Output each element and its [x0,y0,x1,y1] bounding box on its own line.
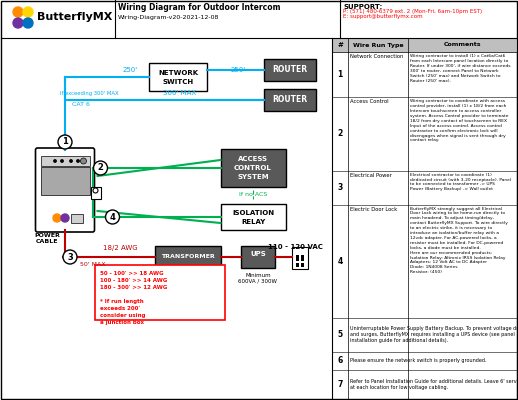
Circle shape [80,158,87,164]
Text: ROUTER: ROUTER [272,96,308,104]
Bar [292,247,308,269]
Text: Refer to Panel Installation Guide for additional details. Leave 6' service loop
: Refer to Panel Installation Guide for ad… [350,379,518,390]
Text: 50 - 100' >> 18 AWG: 50 - 100' >> 18 AWG [100,271,164,276]
Text: NETWORK: NETWORK [158,70,198,76]
Text: ACCESS: ACCESS [238,156,268,162]
Text: Uninterruptable Power Supply Battery Backup. To prevent voltage drops
and surges: Uninterruptable Power Supply Battery Bac… [350,326,518,343]
Text: SYSTEM: SYSTEM [237,174,269,180]
Text: Please ensure the network switch is properly grounded.: Please ensure the network switch is prop… [350,358,486,363]
Bar [95,265,225,320]
Text: 3: 3 [67,252,73,262]
Bar [221,204,285,230]
FancyBboxPatch shape [36,148,94,232]
Text: CAT 6: CAT 6 [72,102,90,108]
Text: consider using: consider using [100,313,146,318]
Text: 4: 4 [110,212,116,222]
Text: If exceeding 300' MAX: If exceeding 300' MAX [60,90,119,96]
Bar [221,149,285,187]
Text: 7: 7 [337,380,343,389]
Text: E: support@butterflymx.com: E: support@butterflymx.com [343,14,423,19]
Circle shape [23,7,33,17]
Circle shape [53,214,61,222]
Bar [264,59,316,81]
Circle shape [94,161,108,175]
Text: Minimum
600VA / 300W: Minimum 600VA / 300W [238,273,278,284]
Text: If no ACS: If no ACS [239,192,267,196]
Text: 4: 4 [337,257,342,266]
Text: * If run length: * If run length [100,299,143,304]
Circle shape [58,135,72,149]
Text: #: # [337,42,343,48]
Text: a junction box: a junction box [100,320,144,325]
Text: 2: 2 [337,130,342,138]
Text: 50' MAX: 50' MAX [80,262,106,268]
Text: 110 - 120 VAC: 110 - 120 VAC [268,244,322,250]
Text: 250': 250' [231,67,246,73]
Bar [264,89,316,111]
Circle shape [13,18,23,28]
Text: 5: 5 [337,330,342,339]
Text: 6: 6 [337,356,342,365]
Circle shape [61,214,69,222]
Text: ButterflyMX: ButterflyMX [37,12,112,22]
Text: RELAY: RELAY [241,219,265,225]
Text: UPS: UPS [250,251,266,257]
Circle shape [93,188,98,193]
Text: 250': 250' [122,67,138,73]
Circle shape [77,160,79,162]
Bar [40,156,90,166]
Text: Wiring Diagram for Outdoor Intercom: Wiring Diagram for Outdoor Intercom [118,2,281,12]
Bar [155,246,221,268]
Text: exceeds 200': exceeds 200' [100,306,140,311]
Text: CONTROL: CONTROL [234,165,272,171]
Text: Access Control: Access Control [350,99,388,104]
Text: ButterflyMX strongly suggest all Electrical
Door Lock wiring to be home-run dire: ButterflyMX strongly suggest all Electri… [410,206,508,274]
Bar [149,63,207,91]
Text: Electrical Power: Electrical Power [350,173,392,178]
Text: Electrical contractor to coordinate (1)
dedicated circuit (with 3-20 receptacle): Electrical contractor to coordinate (1) … [410,173,511,191]
Circle shape [13,7,23,17]
Bar [91,186,100,198]
Text: Network Connection: Network Connection [350,54,404,59]
Bar [301,263,304,267]
Text: Wiring-Diagram-v20-2021-12-08: Wiring-Diagram-v20-2021-12-08 [118,14,220,20]
Text: Comments: Comments [444,42,481,48]
Text: 2: 2 [97,164,104,172]
Text: 1: 1 [62,138,68,146]
Circle shape [70,160,72,162]
Text: POWER
CABLE: POWER CABLE [34,233,60,244]
Circle shape [54,160,56,162]
Bar [296,255,299,261]
Text: TRANSFORMER: TRANSFORMER [161,254,215,260]
Circle shape [61,160,63,162]
Text: Wire Run Type: Wire Run Type [353,42,404,48]
Text: 180 - 300' >> 12 AWG: 180 - 300' >> 12 AWG [100,285,167,290]
Circle shape [63,250,77,264]
Text: 1: 1 [337,70,342,79]
Bar [296,263,299,267]
Circle shape [23,18,33,28]
Bar [332,38,517,52]
Bar [40,167,90,195]
Text: P: (571) 480-6379 ext. 2 (Mon-Fri, 6am-10pm EST): P: (571) 480-6379 ext. 2 (Mon-Fri, 6am-1… [343,9,482,14]
Text: 100 - 180' >> 14 AWG: 100 - 180' >> 14 AWG [100,278,167,283]
Bar [241,246,275,268]
Text: 300' MAX: 300' MAX [164,90,196,96]
Text: 3: 3 [337,183,342,192]
Circle shape [106,210,120,224]
Text: Wiring contractor to install (1) x Cat6a/Cat6
from each Intercom panel location : Wiring contractor to install (1) x Cat6a… [410,54,511,82]
Text: ROUTER: ROUTER [272,66,308,74]
Text: SUPPORT:: SUPPORT: [343,4,382,10]
Text: 18/2 AWG: 18/2 AWG [103,245,137,251]
Text: ISOLATION: ISOLATION [232,210,274,216]
Bar [71,214,83,223]
Bar [301,255,304,261]
Text: SWITCH: SWITCH [163,79,194,85]
Text: Electric Door Lock: Electric Door Lock [350,206,397,212]
Text: Wiring contractor to coordinate with access
control provider, install (1) x 18/2: Wiring contractor to coordinate with acc… [410,99,509,142]
